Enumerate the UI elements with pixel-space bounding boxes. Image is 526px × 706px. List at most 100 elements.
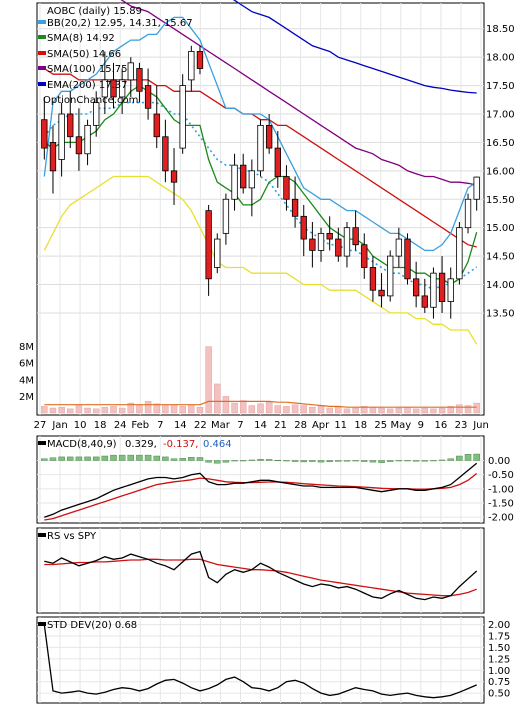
x-tick-label: 27 <box>34 420 47 431</box>
x-tick-label: 22 <box>194 420 207 431</box>
macd-histogram-bar <box>153 455 160 461</box>
legend-sma50: SMA(50) 14.66 <box>47 49 121 60</box>
macd-histogram-bar <box>214 460 221 464</box>
candle-body <box>317 232 325 251</box>
candle-body <box>309 238 316 251</box>
volume-bar <box>239 400 247 414</box>
candle-body <box>447 278 454 302</box>
volume-bar <box>361 406 368 414</box>
axis-labels: 18.50 18.00 17.50 17.00 16.50 16.00 15.50 15.00… <box>19 24 515 699</box>
x-tick-label: 21 <box>274 420 287 431</box>
volume-bar <box>67 408 74 414</box>
macd-histogram-bar <box>170 458 178 461</box>
volume-bar <box>343 408 351 414</box>
candle-body <box>136 68 143 92</box>
std-tick-label: 2.00 <box>488 620 510 631</box>
candle-body <box>283 176 290 200</box>
macd-histogram-bar <box>291 460 299 462</box>
x-tick-label: 23 <box>455 420 468 431</box>
candle-body <box>153 113 160 138</box>
macd-histogram-bar <box>75 456 83 461</box>
macd-value-1: 0.329, <box>125 439 157 450</box>
macd-tick-label: -0.50 <box>488 470 514 481</box>
legend-swatch-ema200 <box>38 82 46 86</box>
std-tick-label: 1.25 <box>488 654 510 665</box>
macd-histogram-bar <box>430 460 437 462</box>
volume-bar <box>386 408 394 414</box>
macd-histogram-bar <box>343 460 351 462</box>
candle-body <box>378 289 385 297</box>
rs-line <box>44 550 478 601</box>
candle-body <box>464 198 472 229</box>
price-tick-label: 13.50 <box>486 308 515 319</box>
volume-tick-label: 4M <box>19 375 34 386</box>
volume-bars <box>41 346 480 414</box>
legend-sma100: SMA(100) 15.75 <box>47 64 128 75</box>
volume-bar <box>291 404 299 414</box>
macd-histogram-bar <box>179 458 186 461</box>
candle-body <box>404 238 411 280</box>
macd-histogram-bar <box>352 460 359 462</box>
macd-line <box>44 462 478 518</box>
volume-bar <box>378 407 385 414</box>
volume-bar <box>170 404 178 414</box>
volume-bar <box>75 405 83 414</box>
sma100-line <box>120 0 477 186</box>
rs-legend: RS vs SPY <box>38 531 97 542</box>
candle-body <box>335 238 342 257</box>
volume-bar <box>335 406 342 414</box>
macd-tick-label: 0.00 <box>488 456 510 467</box>
candle-body <box>205 210 212 280</box>
macd-histogram-bar <box>274 460 282 462</box>
candle-body <box>162 136 169 172</box>
volume-bar <box>430 408 437 414</box>
price-tick-label: 17.50 <box>486 81 515 92</box>
candle-body <box>291 198 299 217</box>
macd-histogram-bar <box>49 457 57 461</box>
price-tick-label: 17.00 <box>486 110 515 121</box>
macd-histogram-bar <box>196 457 204 461</box>
volume-bar <box>248 405 256 414</box>
candle-body <box>369 267 377 291</box>
std-tick-label: 1.50 <box>488 643 510 654</box>
candle-body <box>395 238 403 257</box>
x-tick-label: 18 <box>354 420 367 431</box>
volume-bar <box>473 402 480 414</box>
watermark: OptionChance.com <box>43 95 138 106</box>
volume-bar <box>352 407 359 414</box>
volume-bar <box>395 407 403 414</box>
x-tick-label: Feb <box>131 420 149 431</box>
price-tick-label: 18.50 <box>486 24 515 35</box>
volume-bar <box>222 396 230 414</box>
volume-bar <box>153 403 160 414</box>
volume-bar <box>438 407 446 414</box>
volume-bar <box>309 406 316 414</box>
macd-histogram-bar <box>67 456 74 461</box>
std-tick-label: 0.75 <box>488 677 510 688</box>
macd-histogram-bar <box>378 460 385 463</box>
macd-tick-label: -1.00 <box>488 484 514 495</box>
price-tick-label: 14.00 <box>486 280 515 291</box>
volume-bar <box>317 406 325 414</box>
legend-swatch-sma8 <box>38 35 46 39</box>
candlesticks <box>41 45 480 319</box>
macd-histogram-bar <box>205 460 212 463</box>
std-tick-label: 1.75 <box>488 632 510 643</box>
volume-bar <box>136 405 143 414</box>
x-tick-label: 10 <box>74 420 87 431</box>
std-legend: STD DEV(20) 0.68 <box>38 620 137 631</box>
ema200-line <box>232 0 477 94</box>
candle-body <box>144 85 152 109</box>
x-tick-label: Jun <box>472 420 489 431</box>
legend-swatch-sma100 <box>38 66 46 70</box>
candle-body <box>274 147 281 177</box>
x-tick-label: 9 <box>418 420 424 431</box>
macd-histogram-bar <box>265 459 273 461</box>
volume-bar <box>196 406 204 414</box>
macd-histogram-bar <box>300 460 307 463</box>
volume-bar <box>369 406 377 414</box>
candle-body <box>412 278 420 297</box>
macd-label: MACD(8,40,9) <box>47 439 117 450</box>
legend-sma8: SMA(8) 14.92 <box>47 33 115 44</box>
price-tick-label: 15.50 <box>486 195 515 206</box>
